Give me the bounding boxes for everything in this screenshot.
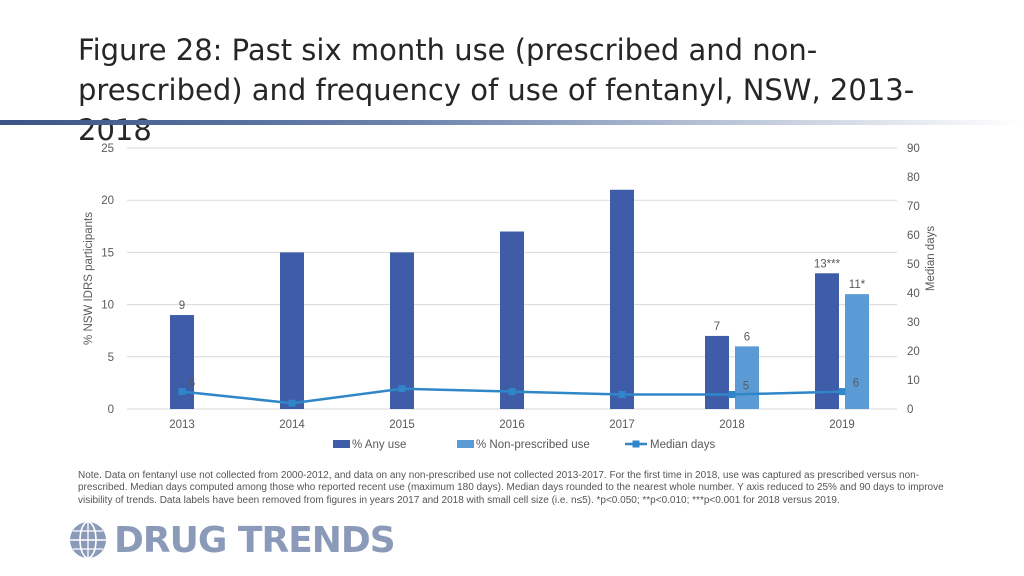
bar-non-prescribed — [735, 346, 759, 409]
fentanyl-chart: 9 7 6 13*** 11* 6 5 6 0 5 10 15 20 25 0 10 20 30 40 50 60 70… — [83, 143, 937, 451]
line-layer — [178, 385, 846, 407]
bar-layer — [170, 189, 869, 409]
x-tick-label: 2019 — [829, 419, 855, 431]
drug-trends-logo: DRUG TRENDS — [68, 519, 396, 561]
y2-tick-label: 40 — [907, 288, 920, 300]
data-label-non-prescribed: 11* — [849, 279, 866, 291]
data-label-median-days: 6 — [853, 378, 859, 390]
bar-any-use — [815, 273, 839, 409]
bar-any-use — [610, 189, 634, 409]
y-tick-label: 10 — [101, 300, 114, 312]
y2-tick-label: 20 — [907, 346, 920, 358]
y-tick-label: 0 — [108, 404, 114, 416]
x-tick-label: 2015 — [389, 419, 415, 431]
median-days-marker — [398, 385, 406, 393]
data-label-any-use: 9 — [179, 300, 185, 312]
legend-label: % Any use — [352, 439, 406, 451]
x-tick-label: 2014 — [279, 419, 305, 431]
axis-layer: 0 5 10 15 20 25 0 10 20 30 40 50 60 70 80 90 2013 2014 201… — [83, 143, 937, 431]
legend-swatch — [457, 440, 474, 448]
bar-any-use — [390, 252, 414, 409]
y-tick-label: 25 — [101, 143, 114, 155]
x-tick-label: 2018 — [719, 419, 745, 431]
bar-any-use — [500, 231, 524, 409]
x-tick-label: 2013 — [169, 419, 195, 431]
legend-label: Median days — [650, 439, 715, 451]
data-label-any-use: 7 — [714, 321, 720, 333]
chart-note: Note. Data on fentanyl use not collected… — [78, 470, 944, 506]
globe-icon — [70, 521, 106, 559]
y-tick-label: 15 — [101, 247, 114, 259]
y2-tick-label: 10 — [907, 375, 920, 387]
y2-tick-label: 30 — [907, 317, 920, 329]
median-days-marker — [728, 391, 736, 398]
bar-any-use — [280, 252, 304, 409]
logo-text: DRUG TRENDS — [114, 519, 396, 561]
x-tick-label: 2017 — [609, 419, 635, 431]
median-days-marker — [288, 399, 296, 407]
data-label-non-prescribed: 6 — [744, 331, 750, 343]
y2-tick-label: 80 — [907, 172, 920, 184]
median-days-marker — [838, 388, 846, 396]
legend-label: % Non-prescribed use — [476, 439, 590, 451]
legend-swatch — [333, 440, 350, 448]
y2-tick-label: 50 — [907, 259, 920, 271]
legend-marker — [632, 440, 640, 448]
label-layer: 9 7 6 13*** 11* 6 5 6 — [179, 258, 866, 392]
y-axis-title: % NSW IDRS participants — [83, 212, 95, 345]
bar-non-prescribed — [845, 294, 869, 409]
y-tick-label: 20 — [101, 195, 114, 207]
data-label-any-use: 13*** — [814, 258, 841, 270]
bar-any-use — [705, 335, 729, 409]
x-tick-label: 2016 — [499, 419, 525, 431]
y2-tick-label: 70 — [907, 201, 920, 213]
y2-tick-label: 0 — [907, 404, 913, 416]
median-days-marker — [618, 391, 626, 398]
y2-tick-label: 90 — [907, 143, 920, 155]
y-tick-label: 5 — [108, 352, 114, 364]
median-days-marker — [178, 388, 186, 396]
slide-title: Figure 28: Past six month use (prescribe… — [78, 33, 915, 147]
median-days-marker — [508, 388, 516, 396]
data-label-median-days: 6 — [189, 378, 195, 390]
y2-tick-label: 60 — [907, 230, 920, 242]
legend-layer: % Any use % Non-prescribed use Median days — [333, 439, 715, 451]
y2-axis-title: Median days — [925, 226, 937, 291]
data-label-median-days: 5 — [743, 381, 749, 393]
title-rule — [0, 120, 1024, 125]
